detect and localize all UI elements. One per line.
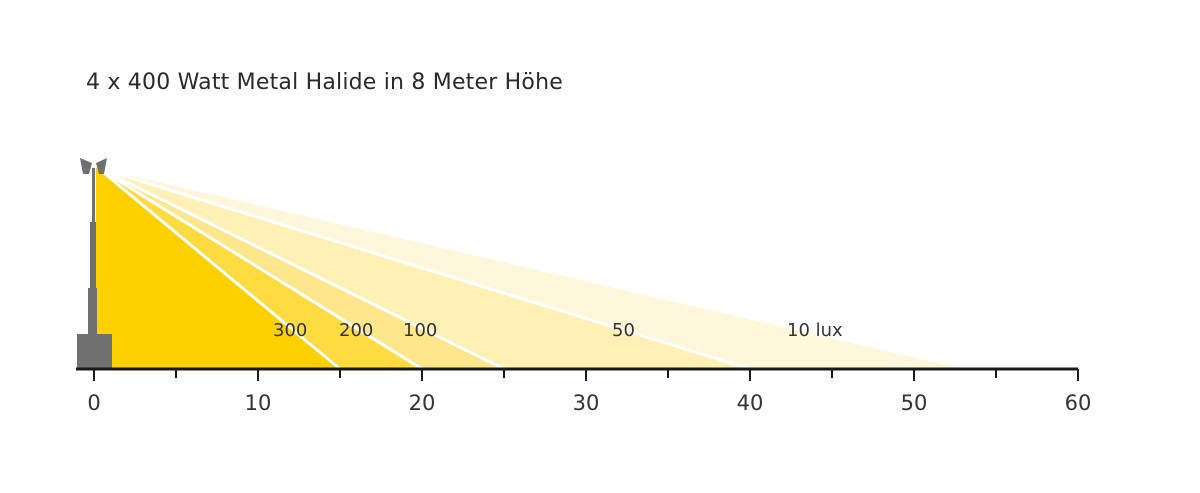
zone-divider-50: [97, 166, 751, 371]
x-tick-label-10: 10: [245, 391, 272, 415]
zone-label-100: 100: [403, 320, 437, 341]
pole-mast-upper: [92, 168, 95, 223]
diagram-title: 4 x 400 Watt Metal Halide in 8 Meter Höh…: [86, 70, 563, 95]
floodlight-head-right-icon: [96, 158, 107, 174]
zone-labels: 300 200 100 50 10 lux: [273, 320, 843, 341]
pole-mast-lower: [88, 288, 97, 335]
floodlight-head-left-icon: [80, 158, 92, 174]
x-tick-label-20: 20: [409, 391, 436, 415]
zone-dividers: [97, 166, 751, 371]
zone-divider-200: [97, 166, 423, 371]
zone-label-300: 300: [273, 320, 307, 341]
x-tick-label-0: 0: [87, 391, 100, 415]
zone-divider-300: [97, 166, 341, 371]
x-tick-label-60: 60: [1065, 391, 1092, 415]
x-axis: 0 10 20 30 40 50 60: [76, 367, 1092, 415]
x-tick-label-50: 50: [901, 391, 928, 415]
pole-mast-middle: [90, 222, 96, 289]
zone-divider-100: [97, 166, 505, 371]
zone-label-50: 50: [612, 320, 635, 341]
zone-label-200: 200: [339, 320, 373, 341]
x-tick-label-40: 40: [737, 391, 764, 415]
x-tick-label-30: 30: [573, 391, 600, 415]
pole-base: [77, 334, 112, 369]
zone-label-10-lux: 10 lux: [787, 320, 843, 341]
light-pole: [77, 158, 112, 369]
